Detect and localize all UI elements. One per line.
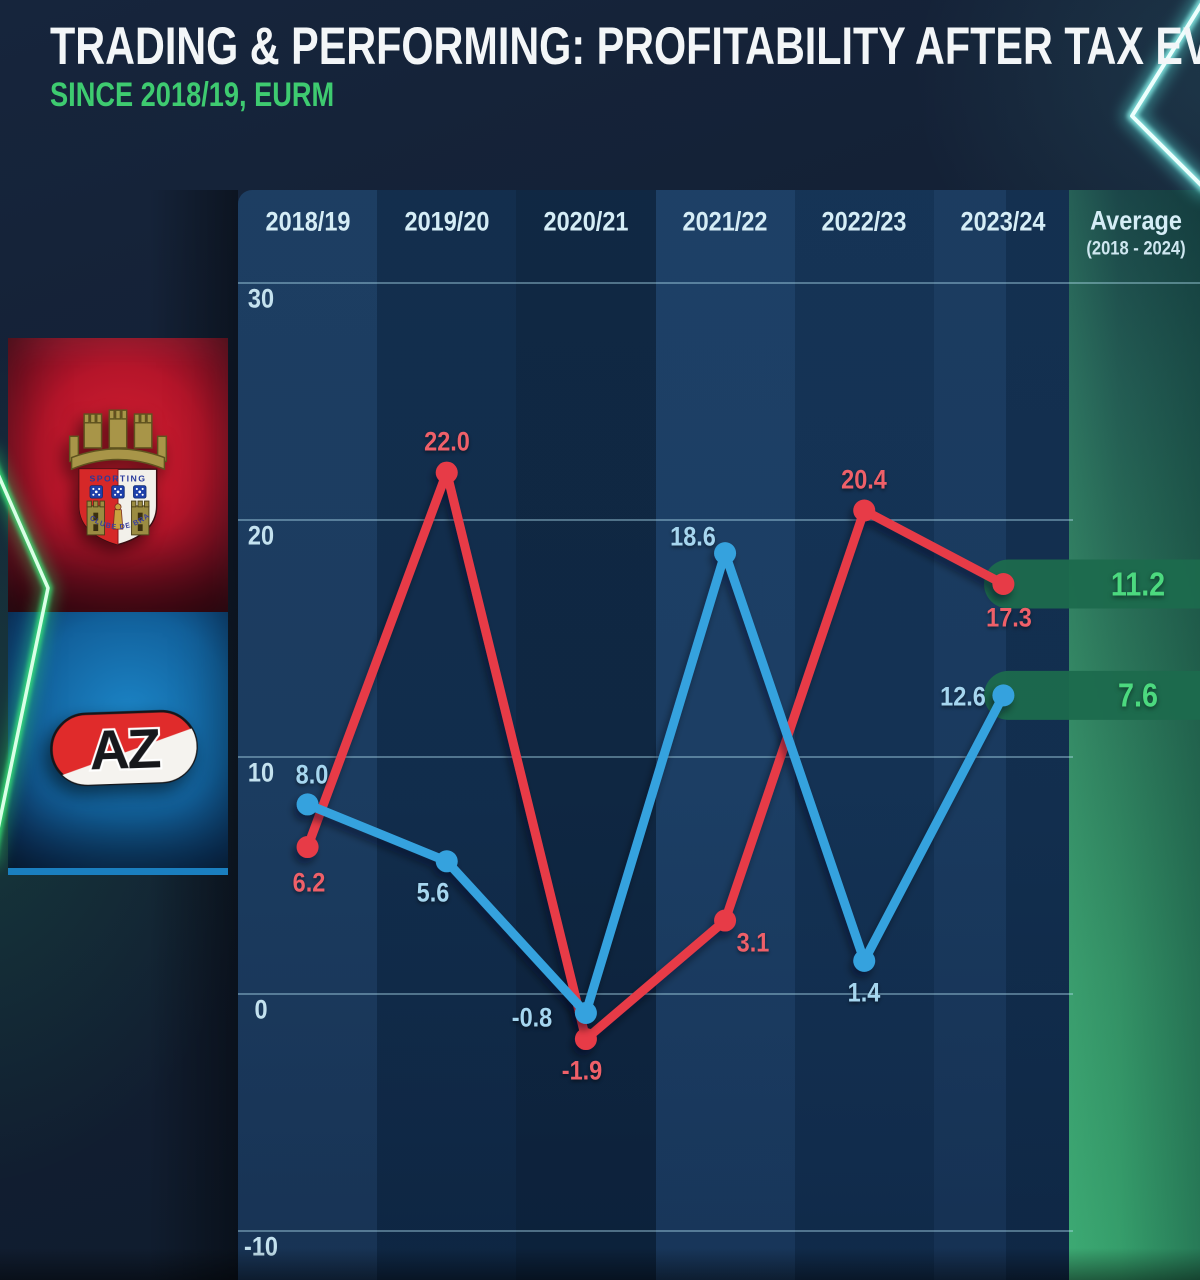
az-logo-icon: AZ [50, 709, 198, 787]
data-point-label: 6.2 [292, 867, 325, 898]
season-header: 2023/24 [960, 206, 1046, 237]
data-point-az-2018/19 [296, 793, 319, 816]
data-point-braga-2022/23 [853, 499, 876, 522]
plot-area [238, 190, 1073, 1280]
data-point-az-2023/24 [992, 684, 1015, 707]
y-tick-label: 20 [247, 520, 275, 551]
neon-green-zigzag [0, 453, 58, 864]
data-point-az-2019/20 [435, 850, 458, 873]
data-point-label: 20.4 [841, 464, 888, 495]
data-point-label: 12.6 [940, 681, 987, 712]
y-tick-label: 0 [254, 994, 268, 1025]
average-header: Average [1090, 205, 1182, 236]
data-point-label: 17.3 [986, 602, 1033, 633]
average-band [984, 559, 1200, 609]
season-header: 2021/22 [682, 206, 768, 237]
data-point-braga-2020/21 [574, 1028, 597, 1051]
crest-top-text: SPORTING [90, 474, 147, 484]
data-point-braga-2023/24 [992, 572, 1015, 595]
data-point-label: -0.8 [511, 1002, 553, 1033]
crest-towers [86, 500, 150, 536]
crest-crown [68, 409, 168, 471]
data-point-label: -1.9 [561, 1055, 603, 1086]
season-header: 2022/23 [821, 206, 907, 237]
data-point-label: 22.0 [423, 426, 470, 457]
braga-crest-icon: SPORTING [60, 400, 168, 546]
data-point-label: 1.4 [847, 977, 881, 1008]
data-point-az-2021/22 [714, 542, 737, 565]
neon-cyan-chevron [1121, 0, 1200, 199]
average-value: 11.2 [1110, 565, 1166, 603]
az-logo-text: AZ [88, 717, 161, 781]
page-subtitle: SINCE 2018/19, EURM [50, 76, 335, 114]
data-point-label: 8.0 [295, 759, 328, 790]
series-braga [296, 461, 1015, 1051]
data-point-label: 5.6 [416, 877, 450, 908]
series-line-braga [303, 468, 1008, 1044]
series-line-az [303, 548, 1008, 1018]
y-tick-label: -10 [244, 1231, 278, 1262]
y-tick-label: 10 [247, 757, 275, 788]
season-header: 2019/20 [404, 206, 490, 237]
y-tick-label: 30 [247, 283, 275, 314]
crest-figure [112, 503, 124, 530]
data-point-label: 18.6 [670, 521, 716, 552]
data-point-braga-2018/19 [296, 836, 319, 859]
season-header: 2020/21 [543, 206, 629, 237]
page-title: TRADING & PERFORMING: PROFITABILITY AFTE… [50, 17, 1200, 76]
data-point-braga-2019/20 [435, 461, 458, 484]
series-az [296, 542, 1015, 1024]
data-point-az-2020/21 [574, 1001, 597, 1024]
average-band [984, 670, 1200, 720]
season-header: 2018/19 [265, 206, 351, 237]
average-value: 7.6 [1118, 676, 1158, 714]
data-point-label: 3.1 [736, 927, 770, 958]
average-header-range: (2018 - 2024) [1086, 238, 1186, 260]
data-point-az-2022/23 [853, 949, 876, 972]
average-column [1069, 190, 1200, 1280]
data-point-braga-2021/22 [714, 909, 737, 932]
